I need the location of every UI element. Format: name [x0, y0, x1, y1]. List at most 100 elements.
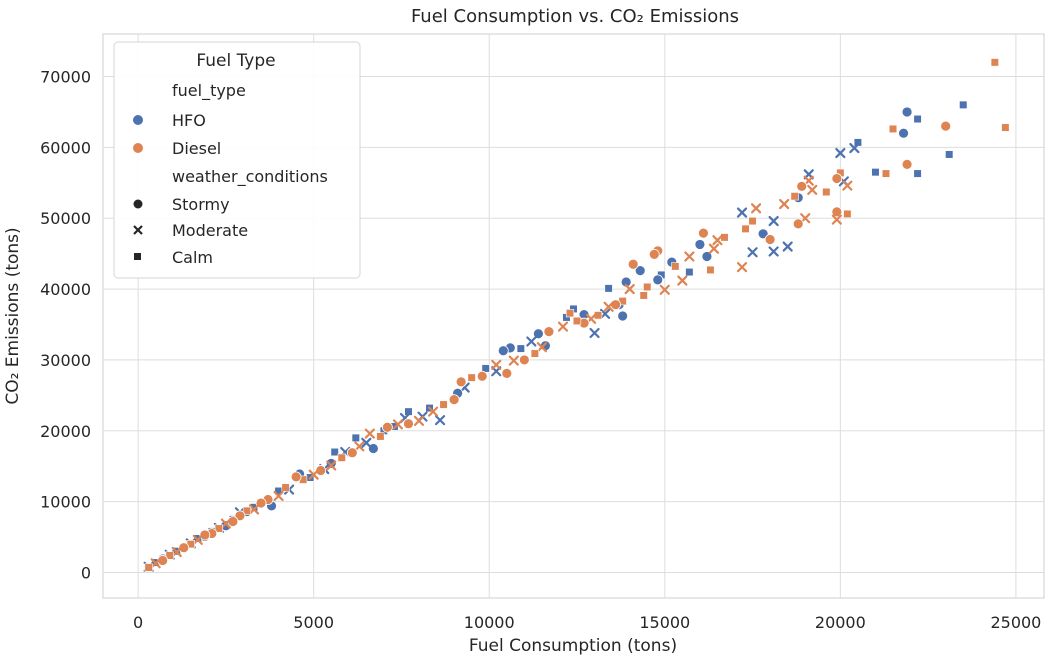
x-tick-label-0: 0 — [133, 613, 143, 632]
point-0-1 — [898, 127, 909, 139]
legend-entry-stormy: Stormy — [133, 195, 230, 214]
point-1-46 — [572, 316, 582, 326]
point-0-25 — [634, 265, 646, 277]
point-1-68 — [354, 441, 365, 452]
point-1-92 — [165, 551, 174, 560]
point-0-36 — [532, 328, 544, 340]
point-0-2 — [945, 150, 954, 159]
point-1-75 — [290, 471, 302, 483]
point-1-53 — [508, 355, 519, 366]
point-1-38 — [627, 258, 639, 270]
point-1-54 — [501, 367, 513, 379]
legend-entry-calm: Calm — [134, 248, 213, 267]
point-1-66 — [376, 432, 385, 441]
point-1-67 — [364, 428, 375, 439]
point-0-14 — [757, 228, 769, 240]
point-1-91 — [171, 546, 182, 558]
point-1-95 — [144, 563, 153, 572]
point-1-49 — [543, 326, 555, 337]
legend-hue-title: fuel_type — [172, 81, 246, 101]
legend-style-title: weather_conditions — [172, 167, 328, 187]
moderate-marker — [133, 225, 143, 235]
point-0-16 — [768, 215, 779, 227]
point-1-70 — [337, 453, 346, 462]
legend-box — [113, 41, 361, 279]
point-1-33 — [659, 284, 670, 295]
y-tick-label-3: 30000 — [40, 351, 91, 370]
legend-label-calm: Calm — [172, 248, 213, 267]
point-0-24 — [652, 274, 664, 286]
point-1-73 — [308, 469, 319, 480]
point-0-9 — [835, 147, 846, 159]
y-tick-label-7: 70000 — [40, 68, 91, 87]
diesel-marker — [133, 143, 143, 153]
point-0-21 — [685, 267, 694, 277]
point-1-37 — [639, 291, 648, 300]
point-0-40 — [497, 345, 509, 357]
y-tick-label-5: 50000 — [40, 209, 91, 228]
x-axis-label: Fuel Consumption (tons) — [469, 636, 677, 656]
y-tick-label-4: 40000 — [40, 280, 91, 299]
point-1-30 — [684, 251, 695, 262]
point-0-30 — [600, 308, 611, 319]
point-1-3 — [888, 124, 898, 134]
y-tick-label-2: 20000 — [40, 422, 91, 441]
point-1-51 — [530, 349, 539, 358]
point-1-35 — [648, 248, 660, 260]
y-axis-label: CO₂ Emissions (tons) — [3, 227, 23, 404]
hfo-marker — [133, 115, 143, 125]
point-1-52 — [518, 354, 530, 366]
point-1-88 — [192, 534, 203, 545]
legend-entry-diesel: Diesel — [133, 139, 221, 158]
point-0-56 — [330, 447, 339, 457]
point-1-50 — [536, 342, 547, 353]
point-1-94 — [150, 558, 161, 569]
data-points — [143, 58, 1010, 572]
point-0-6 — [871, 168, 880, 177]
point-0-8 — [849, 142, 860, 154]
point-0-17 — [768, 246, 779, 257]
point-1-29 — [698, 227, 709, 239]
point-1-15 — [796, 180, 808, 192]
point-0-19 — [701, 251, 713, 262]
point-1-48 — [557, 321, 569, 332]
point-1-55 — [491, 359, 502, 370]
point-1-20 — [764, 234, 776, 245]
point-1-39 — [624, 283, 635, 295]
point-1-59 — [448, 394, 460, 406]
y-tick-label-6: 60000 — [40, 138, 91, 157]
point-1-85 — [214, 524, 223, 533]
y-tick-label-0: 0 — [81, 563, 91, 582]
legend-entry-moderate: Moderate — [133, 221, 248, 240]
point-1-57 — [467, 373, 476, 382]
legend-entry-hfo: HFO — [133, 111, 206, 130]
point-0-39 — [516, 344, 525, 353]
chart-title: Fuel Consumption vs. CO₂ Emissions — [411, 6, 739, 27]
point-0-54 — [351, 433, 360, 442]
point-1-7 — [831, 206, 843, 218]
calm-marker — [134, 253, 141, 260]
point-1-24 — [736, 262, 748, 273]
point-0-53 — [361, 437, 372, 448]
legend: Fuel Type fuel_type HFO Diesel weather_c… — [113, 41, 361, 279]
point-1-18 — [792, 218, 804, 230]
legend-label-diesel: Diesel — [172, 139, 221, 158]
point-1-76 — [281, 483, 290, 492]
point-1-6 — [843, 209, 852, 219]
point-1-1 — [1001, 123, 1010, 132]
point-1-22 — [748, 216, 757, 226]
point-1-65 — [382, 421, 393, 433]
point-1-69 — [346, 447, 358, 459]
point-0-29 — [604, 284, 613, 293]
stormy-marker — [133, 199, 143, 209]
point-1-58 — [455, 376, 467, 388]
point-1-16 — [790, 192, 799, 201]
point-1-42 — [603, 301, 614, 312]
point-1-63 — [403, 418, 414, 430]
point-1-87 — [199, 529, 211, 541]
x-tick-label-3: 15000 — [639, 613, 690, 632]
point-1-80 — [248, 504, 260, 515]
point-0-4 — [913, 114, 922, 124]
